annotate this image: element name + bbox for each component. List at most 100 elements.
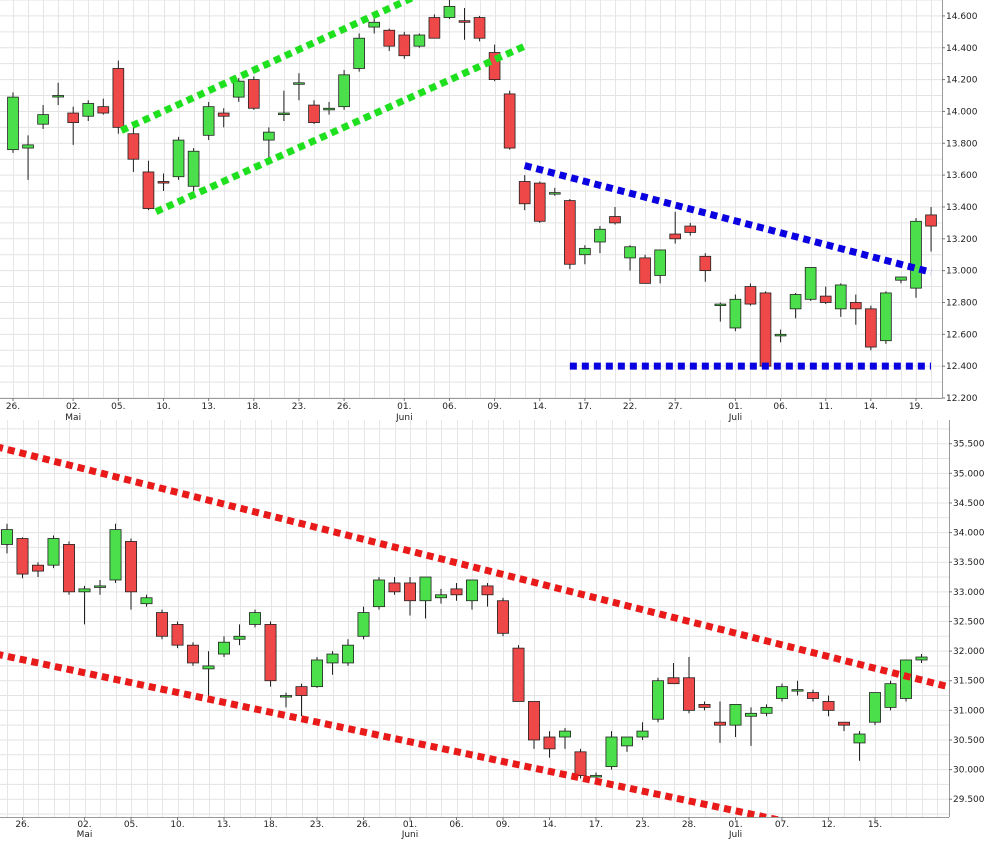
candle [869, 692, 881, 726]
candle [543, 731, 556, 758]
y-tick-label: 33.000 [953, 588, 985, 598]
candle-body [338, 74, 350, 108]
candle-body [383, 29, 396, 47]
x-tick-label: 19. [909, 402, 923, 412]
candle [518, 175, 531, 211]
candle-body [171, 624, 184, 646]
candle [142, 160, 155, 211]
candle-body [264, 624, 277, 682]
candle [683, 657, 695, 714]
candle-body [295, 686, 308, 696]
y-tick-label: 12.600 [946, 330, 978, 340]
candle [590, 772, 602, 779]
candle-body [233, 635, 246, 640]
candle-body [865, 308, 877, 348]
candle-body [466, 579, 478, 602]
candle-body [744, 286, 757, 305]
candle-body [609, 216, 621, 224]
candle-body [22, 144, 34, 149]
candle [714, 302, 727, 322]
candle-body [63, 544, 75, 593]
candle [7, 92, 19, 153]
x-tick-label: 06. [442, 402, 456, 412]
candle [171, 621, 184, 649]
candle-body [202, 665, 215, 670]
candle [127, 127, 140, 172]
candle-body [834, 284, 847, 310]
candle [776, 683, 788, 702]
gridlines [0, 420, 949, 817]
candle [594, 226, 606, 254]
trendline [523, 162, 932, 276]
trendline [154, 42, 527, 215]
y-tick-label: 13.000 [946, 267, 978, 277]
candle-body [512, 647, 525, 702]
candle [125, 538, 137, 610]
candle-body [127, 133, 140, 160]
candle-body [47, 538, 60, 566]
candle [488, 44, 501, 82]
candle-body [293, 82, 305, 85]
candle-body [78, 588, 91, 593]
candle-body [853, 733, 866, 744]
chart-panel-1: 12.200 12.400 12.600 12.800 13.000 13.200 13.4… [0, 0, 978, 423]
candle-body [669, 233, 682, 240]
candle-body [473, 17, 486, 39]
candle [140, 594, 153, 607]
candle [47, 535, 60, 569]
chart-panel-2: 29.500 30.000 30.500 31.000 31.500 32.000 32.5… [0, 420, 985, 840]
candle [278, 90, 290, 121]
x-tick-label: 05. [111, 402, 125, 412]
candle [323, 101, 335, 115]
x-tick-label: 10. [170, 820, 184, 830]
candle-body [172, 139, 185, 178]
candle-body [880, 292, 892, 342]
candle-body [142, 171, 155, 209]
candle-body [368, 21, 381, 28]
x-month-label: Juni [395, 413, 413, 423]
candle-body [67, 112, 80, 123]
candle-body [156, 612, 168, 637]
candle-body [326, 653, 339, 664]
y-tick-label: 13.400 [946, 203, 978, 213]
candle [263, 127, 275, 158]
candle [264, 621, 277, 687]
candle-body [791, 689, 804, 692]
candle-body [915, 656, 928, 661]
candle [528, 701, 540, 749]
y-tick-label: 14.000 [946, 107, 978, 117]
candle [654, 249, 666, 284]
candle [639, 254, 651, 284]
x-tick-label: 26. [337, 402, 351, 412]
candle-body [435, 594, 447, 599]
candle-body [714, 721, 726, 726]
candle-body [52, 95, 64, 98]
candle-body [342, 644, 354, 664]
candle [636, 722, 649, 740]
candle-body [564, 200, 576, 265]
x-tick-label: 18. [247, 402, 261, 412]
candle-body [187, 644, 199, 664]
candle-body [925, 214, 937, 227]
candle-body [7, 96, 19, 151]
candle-body [247, 79, 260, 109]
candle [667, 662, 680, 685]
y-tick-label: 29.500 [953, 795, 985, 805]
candle [37, 105, 49, 129]
candle [473, 15, 486, 42]
x-tick-label: 18. [263, 820, 277, 830]
trendline [0, 651, 782, 817]
candle [774, 329, 787, 343]
candle [759, 291, 772, 367]
candle-body [654, 249, 666, 276]
gridlines [0, 0, 942, 398]
x-tick-label: 22. [623, 402, 637, 412]
candle [884, 680, 897, 711]
x-tick-label: 01. [397, 402, 411, 412]
x-tick-label: 07. [775, 820, 789, 830]
candle-body [652, 680, 664, 720]
candle [97, 98, 110, 115]
trendline [0, 444, 949, 691]
candle-body [187, 150, 200, 187]
